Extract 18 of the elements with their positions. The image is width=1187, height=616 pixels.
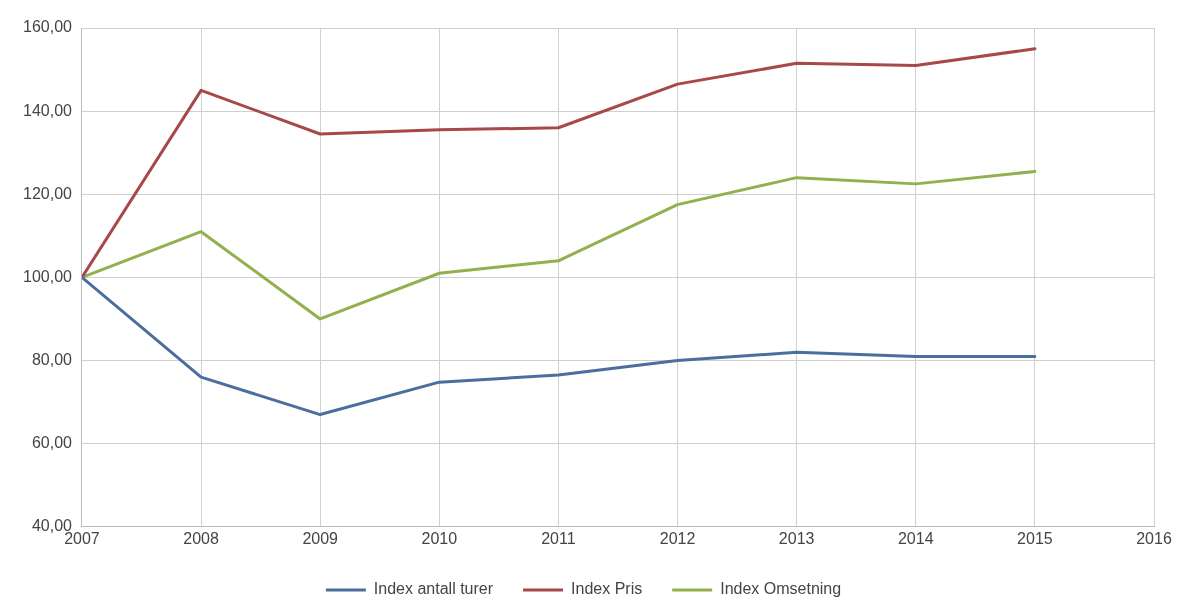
- x-tick-label: 2014: [897, 529, 934, 547]
- y-tick-label: 100,00: [23, 267, 73, 285]
- x-tick-label: 2010: [421, 529, 458, 547]
- y-tick-label: 80,00: [31, 350, 73, 368]
- legend-label: Index antall turer: [373, 580, 494, 598]
- legend-label: Index Omsetning: [720, 580, 842, 598]
- x-tick-label: 2013: [778, 529, 815, 547]
- x-tick-label: 2015: [1017, 529, 1053, 547]
- y-tick-label: 140,00: [23, 101, 73, 119]
- legend-label: Index Pris: [571, 580, 643, 598]
- x-tick-label: 2008: [183, 529, 219, 547]
- y-tick-label: 120,00: [23, 184, 73, 202]
- x-tick-label: 2012: [659, 529, 696, 547]
- x-tick-label: 2016: [1136, 529, 1172, 547]
- x-tick-label: 2009: [302, 529, 339, 547]
- y-tick-label: 160,00: [23, 18, 73, 36]
- y-tick-label: 60,00: [31, 434, 73, 452]
- x-tick-label: 2011: [541, 529, 576, 547]
